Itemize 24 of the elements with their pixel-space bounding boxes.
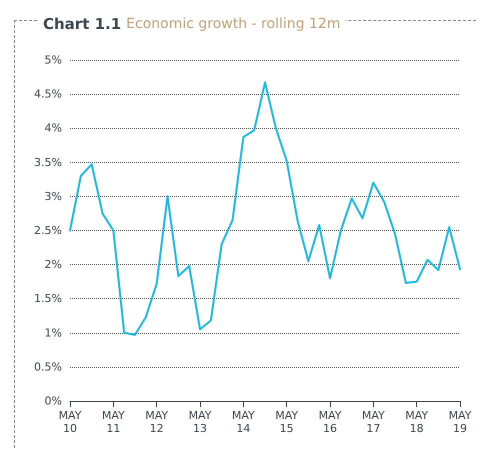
x-tick-label: MAY 14	[232, 409, 256, 435]
x-tick-label: MAY 15	[275, 409, 298, 435]
y-tick-label: 1.5%	[34, 292, 62, 306]
line-series	[69, 82, 461, 336]
y-tick-label: 0%	[44, 394, 62, 408]
y-tick-label: 2%	[44, 258, 62, 272]
y-tick-label: 5%	[44, 54, 62, 66]
y-tick-label: 1%	[44, 326, 62, 340]
chart-subtitle: Economic growth - rolling 12m	[126, 16, 340, 32]
chart-title: Chart 1.1	[43, 15, 122, 33]
y-tick-label: 4.5%	[34, 88, 62, 101]
x-tick-label: MAY 18	[405, 409, 428, 435]
x-tick-label: MAY 13	[188, 409, 212, 435]
y-tick-label: 4%	[44, 122, 62, 135]
x-tick-label: MAY 17	[362, 409, 386, 435]
x-tick-label: MAY 10	[58, 409, 82, 435]
y-tick-label: 0.5%	[34, 360, 62, 374]
y-tick-label: 3%	[44, 190, 62, 203]
x-tick-label: MAY 12	[145, 409, 168, 435]
x-tick-label: MAY 19	[448, 409, 472, 435]
y-tick-label: 2.5%	[34, 224, 62, 237]
x-tick-label: MAY 16	[318, 409, 342, 435]
y-tick-label: 3.5%	[34, 156, 62, 169]
x-tick-label: MAY 11	[102, 409, 126, 435]
